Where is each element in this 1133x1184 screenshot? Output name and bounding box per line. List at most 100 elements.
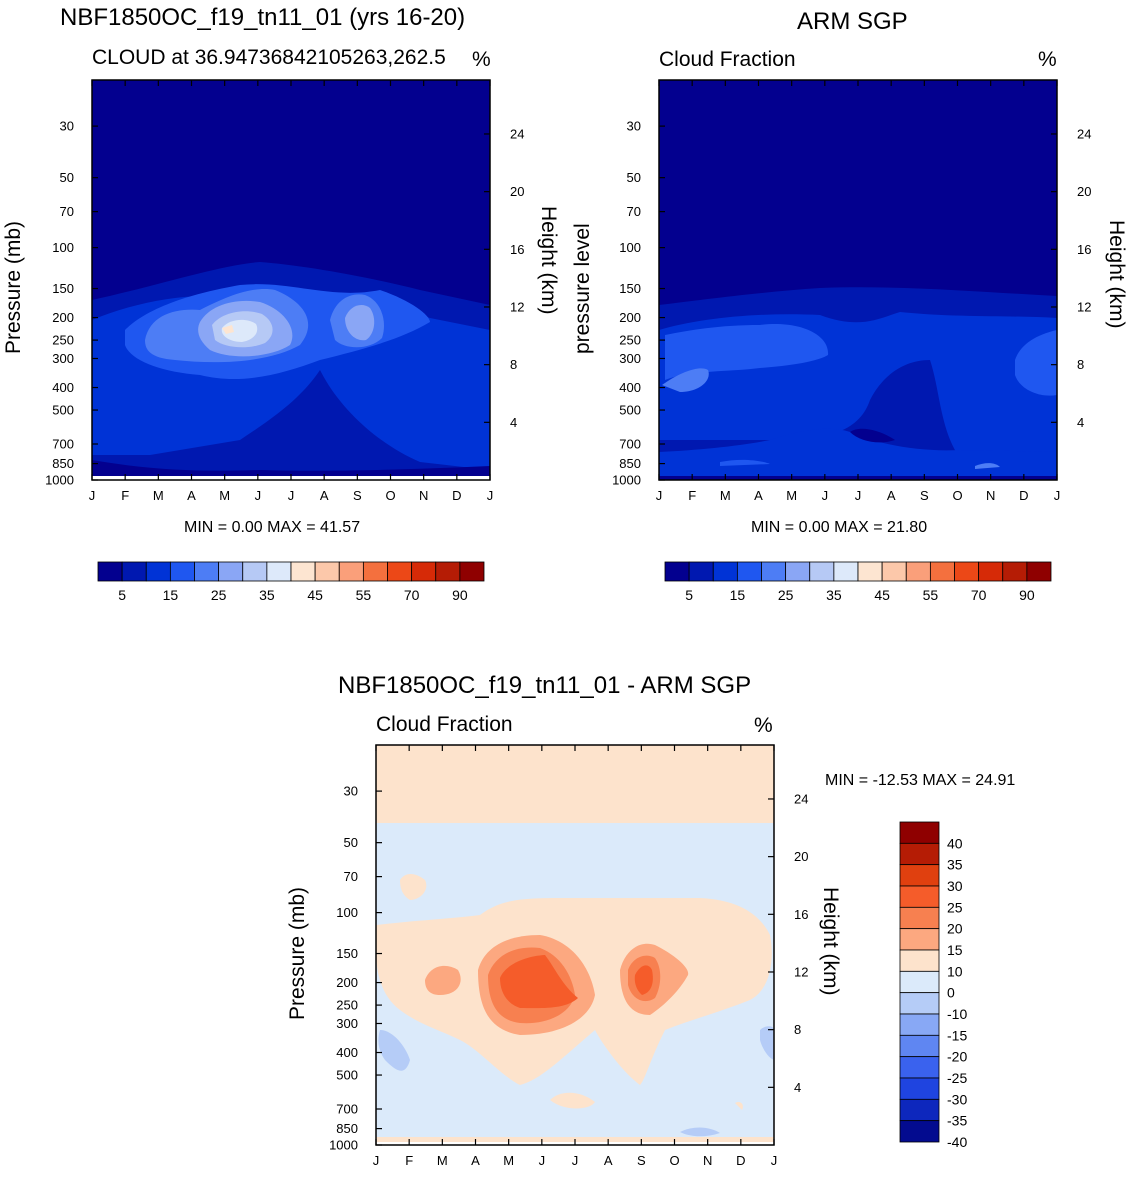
pressure-label: 50	[60, 170, 74, 185]
colorbar-label: 25	[211, 587, 227, 603]
colorbar-label: -15	[947, 1027, 967, 1043]
colorbar-swatch	[899, 821, 940, 844]
colorbar-swatch	[881, 561, 907, 582]
panel2-subtitle: Cloud Fraction	[659, 48, 796, 71]
pressure-label: 100	[336, 905, 358, 920]
panel2-contour-low	[659, 428, 1057, 478]
panel3-contour-20-25b	[634, 965, 653, 995]
colorbar-label: 45	[874, 587, 890, 603]
panel1-ticks	[91, 80, 491, 481]
colorbar-label: -30	[947, 1091, 967, 1107]
panel2-colorbar: 5 15 25 35 45 55 70 90	[664, 561, 1052, 603]
colorbar-label: 90	[1019, 587, 1035, 603]
panel2-contour-20	[665, 324, 829, 380]
height-label: 20	[794, 849, 808, 864]
pressure-label: 700	[52, 437, 74, 452]
colorbar-swatch	[899, 1077, 940, 1100]
panel2-stats: MIN = 0.00 MAX = 21.80	[751, 519, 928, 536]
month-label: J	[822, 488, 829, 503]
pressure-label: 400	[336, 1045, 358, 1060]
height-label: 4	[1077, 415, 1084, 430]
month-label: S	[353, 488, 362, 503]
pressure-label: 100	[619, 240, 641, 255]
colorbar-label: 15	[163, 587, 179, 603]
pressure-label: 850	[336, 1121, 358, 1136]
panel3-contour-0-10d	[735, 1101, 743, 1110]
colorbar-swatch	[899, 949, 940, 972]
colorbar-swatch	[899, 1034, 940, 1058]
height-label: 24	[794, 791, 808, 806]
height-label: 16	[510, 242, 524, 257]
pressure-label: 500	[619, 403, 641, 418]
pressure-label: 200	[336, 975, 358, 990]
colorbar-label: 35	[259, 587, 275, 603]
height-label: 24	[1077, 126, 1091, 141]
month-label: J	[288, 488, 295, 503]
pressure-label: 30	[627, 119, 641, 134]
colorbar-label: 55	[923, 587, 939, 603]
month-label: J	[373, 1153, 380, 1168]
colorbar-swatch	[688, 561, 714, 582]
height-label: 8	[1077, 357, 1084, 372]
pressure-label: 250	[336, 998, 358, 1013]
colorbar-label: 25	[778, 587, 794, 603]
pressure-label: 300	[619, 351, 641, 366]
colorbar-swatch	[978, 561, 1004, 582]
colorbar-label: 55	[356, 587, 372, 603]
panel1-title: NBF1850OC_f19_tn11_01 (yrs 16-20)	[60, 4, 466, 31]
month-label: N	[419, 488, 428, 503]
panel3-ticks	[375, 745, 775, 1146]
colorbar-label: 10	[947, 963, 963, 979]
colorbar-swatch	[97, 561, 123, 582]
colorbar-swatch	[290, 561, 316, 582]
colorbar-swatch	[362, 561, 388, 582]
month-label: F	[405, 1153, 413, 1168]
month-label: J	[89, 488, 96, 503]
panel1-stats: MIN = 0.00 MAX = 41.57	[184, 519, 361, 536]
pressure-label: 50	[344, 835, 358, 850]
panel3-colorbar: 40 35 30 25 20 15 10 0 -10 -15 -20 -25 -30 -35 -40	[899, 821, 967, 1150]
pressure-label: 400	[52, 380, 74, 395]
panel2-contour-lowc	[975, 463, 1000, 469]
colorbar-label: 35	[826, 587, 842, 603]
month-label: F	[121, 488, 129, 503]
colorbar-swatch	[899, 1120, 940, 1143]
month-label: A	[320, 488, 329, 503]
colorbar-label: -35	[947, 1113, 967, 1129]
colorbar-label: 70	[971, 587, 987, 603]
axis-tick-labels: J F M A M J J A S O N D J305070100150200250300400500…	[45, 119, 1091, 1168]
panel2-ylabel-right: Height (km)	[1105, 220, 1128, 329]
colorbar-label: 0	[947, 985, 955, 1001]
month-label: D	[452, 488, 461, 503]
pressure-label: 150	[619, 281, 641, 296]
height-label: 12	[794, 964, 808, 979]
month-label: D	[1019, 488, 1028, 503]
colorbar-label: -20	[947, 1049, 967, 1065]
colorbar-swatch	[1026, 561, 1052, 582]
height-label: 12	[510, 299, 524, 314]
colorbar-label: 5	[685, 587, 693, 603]
panel2-contour-lowb	[720, 459, 770, 466]
colorbar-swatch	[905, 561, 931, 582]
colorbar-swatch	[857, 561, 883, 582]
month-label: A	[604, 1153, 613, 1168]
height-label: 16	[1077, 242, 1091, 257]
month-label: O	[952, 488, 962, 503]
pressure-label: 100	[52, 240, 74, 255]
month-label: J	[656, 488, 663, 503]
panel3-stats: MIN = -12.53 MAX = 24.91	[825, 772, 1016, 789]
pressure-label: 1000	[612, 473, 641, 488]
pressure-label: 30	[344, 784, 358, 799]
month-label: M	[153, 488, 164, 503]
pressure-label: 300	[52, 351, 74, 366]
pressure-label: 300	[336, 1016, 358, 1031]
pressure-label: 700	[336, 1102, 358, 1117]
height-label: 4	[510, 415, 517, 430]
colorbar-label: -25	[947, 1070, 967, 1086]
height-label: 4	[794, 1080, 801, 1095]
panel2-units: %	[1038, 48, 1057, 71]
colorbar-swatch	[459, 561, 485, 582]
pressure-label: 250	[52, 333, 74, 348]
panel1-units: %	[472, 48, 491, 71]
